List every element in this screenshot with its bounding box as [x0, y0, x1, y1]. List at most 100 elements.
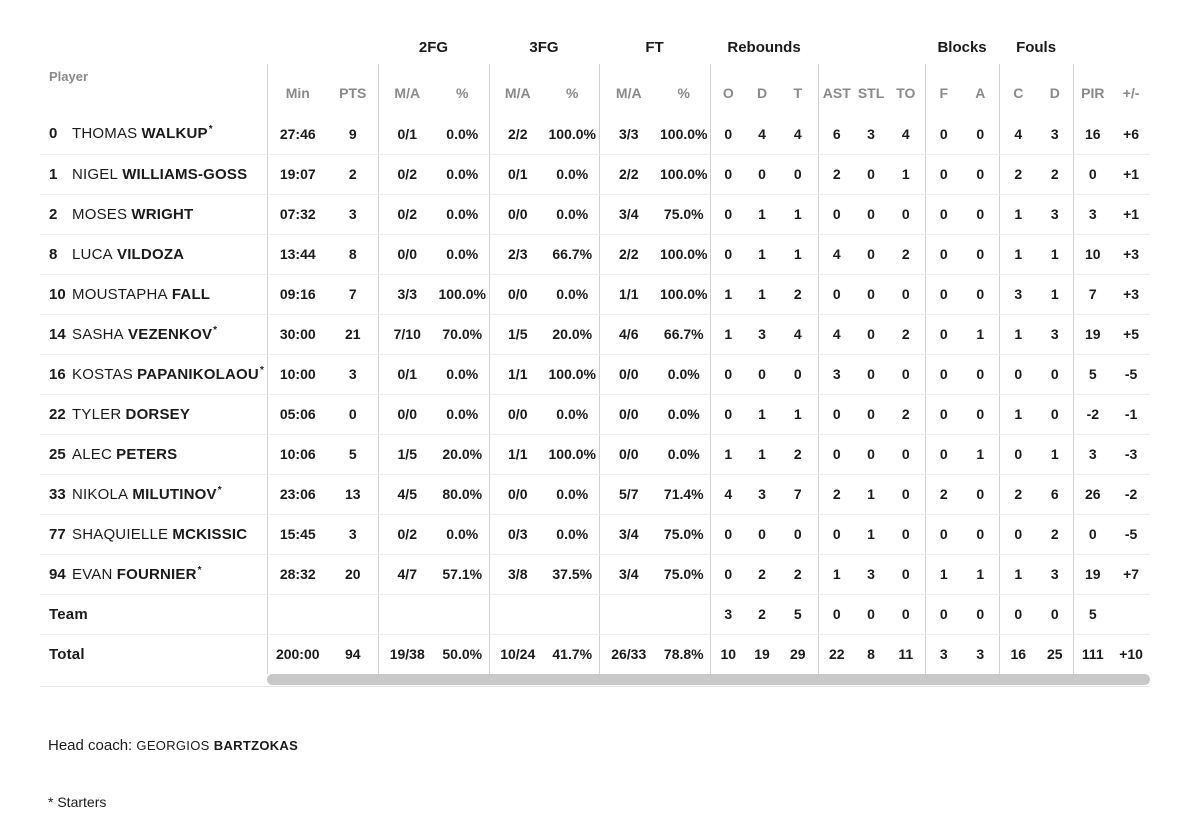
- stat-to: 4: [887, 114, 926, 155]
- player-number: 10: [49, 285, 66, 303]
- stat-2fg-pct: 0.0%: [436, 154, 489, 195]
- stat-pts: 21: [328, 314, 378, 355]
- player-cell: 10 MOUSTAPHA FALL: [40, 274, 267, 315]
- stat-reb-o: 1: [709, 274, 747, 315]
- stat-ast: 2: [817, 154, 856, 195]
- stat-reb-t: 1: [778, 194, 819, 235]
- player-last-name: FOURNIER: [116, 565, 197, 583]
- stat-blk-a: 0: [962, 154, 1000, 195]
- stat-foul-c: 1: [998, 394, 1038, 435]
- stat-2fg-pct: 20.0%: [436, 434, 489, 475]
- col-reb-d: D: [756, 85, 768, 101]
- stat-foul-d: 1: [1037, 434, 1074, 475]
- stat-ft-pct: 78.8%: [663, 646, 704, 663]
- stat-foul-c: 3: [998, 274, 1038, 315]
- stat-3fg-pct: 0.0%: [546, 194, 599, 235]
- stat-stl: 0: [855, 234, 888, 275]
- stat-to: 0: [887, 514, 926, 555]
- box-score-page: 2FG 3FG FT Rebounds Blocks Fouls Player …: [40, 38, 1151, 810]
- group-3fg: 3FG: [529, 39, 559, 56]
- stat-foul-c: 1: [998, 314, 1038, 355]
- stat-stl: 0: [855, 314, 888, 355]
- table-header: 2FG 3FG FT Rebounds Blocks Fouls Player …: [40, 38, 1150, 114]
- stat-reb-o: 1: [709, 434, 747, 475]
- stat-foul-d: 2: [1037, 514, 1074, 555]
- player-row: 8 LUCA VILDOZA 13:44 8 0/0 0.0% 2/3 66.7%…: [40, 234, 1151, 275]
- stat-stl: 3: [855, 114, 888, 155]
- stat-pts: 9: [328, 114, 378, 155]
- horizontal-scrollbar-thumb[interactable]: [267, 674, 1150, 685]
- player-cell: Team: [40, 594, 267, 635]
- stat-pts: 3: [328, 354, 378, 395]
- stat-3fg-ma: 0/0: [488, 394, 546, 435]
- stat-plus-minus: +5: [1112, 314, 1151, 355]
- player-row: Team 3 2 5 0 0 0 0 0 0 0 5: [40, 594, 1151, 635]
- stat-reb-t: 29: [789, 646, 806, 663]
- stat-2fg-ma: 3/3: [377, 274, 436, 315]
- stat-3fg-ma: 1/1: [488, 354, 546, 395]
- group-ft: FT: [645, 39, 664, 56]
- stat-stl: 0: [855, 194, 888, 235]
- stat-pir: -2: [1072, 394, 1113, 435]
- stat-foul-c: 2: [998, 154, 1038, 195]
- player-number: 94: [49, 565, 66, 583]
- stat-to: 0: [887, 594, 926, 635]
- stat-plus-minus: -3: [1112, 434, 1151, 475]
- stat-3fg-pct: 0.0%: [546, 474, 599, 515]
- stat-plus-minus: +6: [1112, 114, 1151, 155]
- stat-ft-ma: 0/0: [598, 434, 658, 475]
- stat-ft-pct: 66.7%: [658, 314, 711, 355]
- stat-stl: 0: [855, 354, 888, 395]
- stat-ast: 0: [817, 594, 856, 635]
- stat-pts: [328, 594, 378, 635]
- stat-reb-o: 4: [709, 474, 747, 515]
- stat-ast: 22: [817, 634, 856, 674]
- stat-pir: 19: [1072, 314, 1113, 355]
- group-blocks: Blocks: [937, 39, 987, 56]
- stat-ft-ma: 3/4: [598, 514, 658, 555]
- stat-min: 15:45: [266, 514, 328, 555]
- stat-2fg-ma: 0/2: [377, 514, 436, 555]
- stat-reb-d: 1: [746, 394, 779, 435]
- col-blk-a: A: [975, 85, 986, 101]
- stat-3fg-ma: 2/2: [488, 114, 546, 155]
- col-reb-o: O: [709, 64, 747, 114]
- stat-3fg-pct: 100.0%: [546, 354, 599, 395]
- stat-ft-ma: 3/4: [598, 194, 658, 235]
- player-row: 16 KOSTAS PAPANIKOLAOU* 10:00 3 0/1 0.0% …: [40, 354, 1151, 395]
- col-plus-minus: +/-: [1122, 85, 1140, 101]
- stat-blk-a: 0: [962, 354, 1000, 395]
- stat-reb-t: 2: [778, 274, 819, 315]
- player-last-name: MCKISSIC: [172, 525, 248, 543]
- stat-stl: 1: [855, 474, 888, 515]
- col-foul-d: D: [1049, 85, 1060, 101]
- stat-pts: 7: [328, 274, 378, 315]
- player-number: 14: [49, 325, 66, 343]
- stat-to: 1: [887, 154, 926, 195]
- stat-ft-pct: 71.4%: [658, 474, 711, 515]
- stat-stl: 0: [855, 274, 888, 315]
- stat-min: 13:44: [266, 234, 328, 275]
- stat-foul-d: 1: [1037, 274, 1074, 315]
- stat-pir: 5: [1072, 354, 1113, 395]
- stat-foul-c: 0: [998, 354, 1038, 395]
- stat-blk-a: 0: [962, 394, 1000, 435]
- col-min: Min: [266, 64, 328, 114]
- player-cell: 2 MOSES WRIGHT: [40, 194, 267, 235]
- stat-ast: 6: [817, 114, 856, 155]
- stat-ft-ma: 0/0: [598, 354, 658, 395]
- stat-3fg-ma: [488, 594, 546, 635]
- starter-asterisk: *: [259, 364, 264, 376]
- group-fouls: Fouls: [1016, 39, 1057, 56]
- head-coach-line: Head coach: GEORGIOS BARTZOKAS: [48, 737, 1150, 754]
- stat-to: 2: [887, 394, 926, 435]
- stat-2fg-ma: 0/2: [377, 194, 436, 235]
- stat-2fg-ma: 0/0: [377, 394, 436, 435]
- player-number: 33: [49, 485, 66, 503]
- stat-ft-pct: 0.0%: [658, 394, 711, 435]
- stat-reb-o: 0: [709, 234, 747, 275]
- stat-min: 10:00: [266, 354, 328, 395]
- col-reb-t: T: [793, 85, 803, 101]
- stat-2fg-ma: 1/5: [377, 434, 436, 475]
- player-last-name: WRIGHT: [131, 205, 194, 223]
